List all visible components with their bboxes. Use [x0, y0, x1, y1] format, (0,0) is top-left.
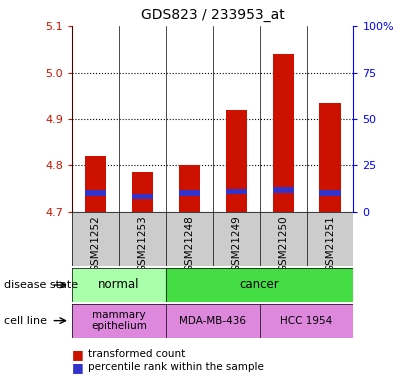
Text: normal: normal: [98, 279, 140, 291]
Bar: [272, 187, 293, 194]
Bar: [72, 268, 166, 302]
Text: cell line: cell line: [4, 316, 47, 326]
Bar: [166, 304, 260, 338]
Text: GSM21251: GSM21251: [325, 216, 335, 272]
Text: ■: ■: [72, 348, 84, 361]
Title: GDS823 / 233953_at: GDS823 / 233953_at: [141, 9, 284, 22]
Text: percentile rank within the sample: percentile rank within the sample: [88, 363, 264, 372]
Text: disease state: disease state: [4, 280, 78, 290]
Text: GSM21252: GSM21252: [90, 216, 100, 272]
Bar: [166, 268, 353, 302]
Text: MDA-MB-436: MDA-MB-436: [179, 316, 246, 326]
Bar: [132, 194, 153, 199]
Bar: [272, 54, 293, 212]
Text: HCC 1954: HCC 1954: [280, 316, 332, 326]
Bar: [226, 110, 247, 212]
Bar: [260, 304, 353, 338]
Text: cancer: cancer: [240, 279, 279, 291]
Bar: [179, 165, 200, 212]
Bar: [179, 190, 200, 196]
Text: transformed count: transformed count: [88, 350, 186, 359]
Text: GSM21249: GSM21249: [231, 216, 241, 272]
Bar: [226, 189, 247, 194]
Text: GSM21250: GSM21250: [278, 216, 288, 272]
Bar: [85, 190, 106, 196]
Bar: [132, 172, 153, 212]
Text: mammary
epithelium: mammary epithelium: [91, 310, 147, 332]
Bar: [319, 103, 341, 212]
Bar: [72, 304, 166, 338]
Text: GSM21248: GSM21248: [184, 216, 194, 272]
Text: ■: ■: [72, 361, 84, 374]
Text: GSM21253: GSM21253: [137, 216, 147, 272]
Bar: [319, 190, 341, 196]
Bar: [85, 156, 106, 212]
